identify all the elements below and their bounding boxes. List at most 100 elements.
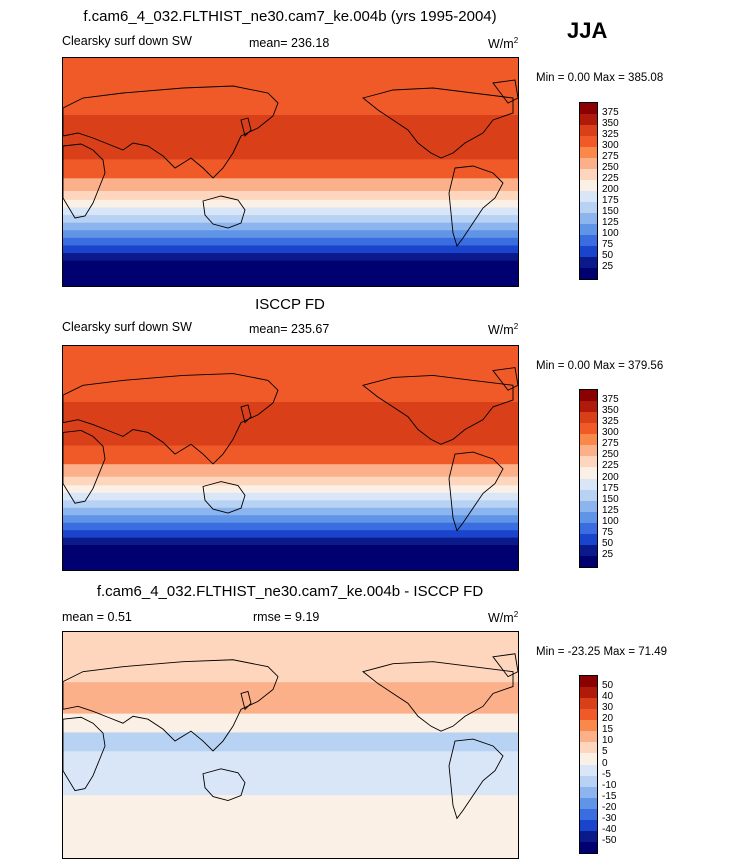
colorbar-tick-label: 175 [602,482,619,494]
colorbar-tick-label: 375 [602,107,619,118]
colorbar-swatch [580,268,597,279]
season-label: JJA [567,18,608,43]
map-lat-band [63,537,518,546]
coastline [448,451,504,532]
map-lat-band [63,492,518,501]
coastline [63,430,106,504]
colorbar-swatch [580,478,597,490]
colorbar-swatch [580,213,597,224]
map-lat-band [63,751,518,771]
colorbar-tick-label: -30 [602,812,617,824]
map-lat-band [63,383,518,403]
colorbar-tick-label: 15 [602,724,614,736]
colorbar-swatch [580,224,597,235]
colorbar-tick-label: -40 [602,823,617,835]
panel2-title: ISCCP FD [255,296,325,313]
colorbar-tick-label: 0 [602,757,608,769]
map-lat-band [63,222,518,231]
coastline [492,367,518,391]
colorbar-swatch [580,412,597,424]
coastline [202,195,246,229]
coastline [448,165,504,247]
colorbar-swatch [580,434,597,446]
coastline [240,404,252,424]
colorbar-swatch [580,147,597,158]
coastline-outlines [63,653,518,820]
colorbar-swatch [580,830,597,842]
coastline [362,87,514,159]
colorbar-swatch [580,720,597,732]
colorbar-tick-label: -20 [602,801,617,813]
colorbar-swatch [580,676,597,688]
map-lat-band [63,732,518,752]
coastline [492,653,518,678]
panel1-map [62,57,519,287]
panel3-units: W/m2 [488,610,519,626]
map-lat-band [63,96,518,116]
colorbar-swatch [580,257,597,268]
map-lat-band [63,159,518,179]
colorbar-tick-label: -10 [602,779,617,791]
map-lat-band [63,530,518,539]
coastline [492,79,518,104]
colorbar-tick-label: 5 [602,746,608,758]
colorbar-swatch [580,390,597,402]
coastline-outlines [63,367,518,532]
map-lat-band [63,207,518,216]
colorbar-swatch [580,169,597,180]
panel2-map [62,345,519,571]
colorbar-swatch [580,445,597,457]
colorbar-swatch [580,731,597,743]
colorbar-tick-label: -15 [602,790,617,802]
colorbar-swatch [580,125,597,136]
panel1-units: W/m2 [488,36,519,52]
coastline [63,373,279,465]
colorbar-tick-label: 200 [602,471,619,483]
colorbar-tick-label: 100 [602,228,619,239]
colorbar-tick-label: 250 [602,449,619,461]
coastline [362,661,514,732]
map-lat-band [63,402,518,447]
colorbar-swatch [580,114,597,125]
map-lat-band [63,500,518,509]
colorbar-tick-label: 225 [602,173,619,184]
colorbar-tick-label: 300 [602,140,619,151]
colorbar-tick-label: 50 [602,680,614,692]
colorbar-swatch [580,235,597,246]
colorbar-tick-label: -5 [602,768,611,780]
map-lat-band [63,445,518,465]
colorbar-swatch [580,246,597,257]
colorbar-swatch [580,764,597,776]
panel2-colorbar [579,389,598,568]
colorbar-swatch [580,500,597,512]
colorbar-swatch [580,555,597,567]
panel3-map [62,631,519,859]
coastline [63,143,106,219]
panel2-minmax: Min = 0.00 Max = 379.56 [536,360,664,372]
map-lat-band [63,476,518,486]
colorbar-swatch [580,687,597,699]
colorbar-tick-label: 25 [602,548,614,560]
colorbar-tick-label: 100 [602,515,619,527]
colorbar-swatch [580,423,597,435]
panel3-rmse: rmse = 9.19 [253,610,320,624]
map-lat-band [63,632,518,683]
panel1-colorbar [579,102,598,280]
map-lat-band [63,515,518,524]
colorbar-swatch [580,742,597,754]
colorbar-swatch [580,467,597,479]
coastline [240,117,252,137]
panel1-variable: Clearsky surf down SW [62,34,192,48]
coastline [362,375,514,445]
colorbar-tick-label: 10 [602,735,614,747]
map-lat-band [63,485,518,494]
panel2-variable: Clearsky surf down SW [62,320,192,334]
map-lat-band [63,713,518,733]
coastline [202,768,246,801]
map-lat-band [63,245,518,254]
colorbar-tick-label: 275 [602,151,619,162]
panel2-mean: mean= 235.67 [249,322,330,336]
colorbar-swatch [580,533,597,545]
colorbar-swatch [580,709,597,721]
panel3-mean: mean = 0.51 [62,610,132,624]
